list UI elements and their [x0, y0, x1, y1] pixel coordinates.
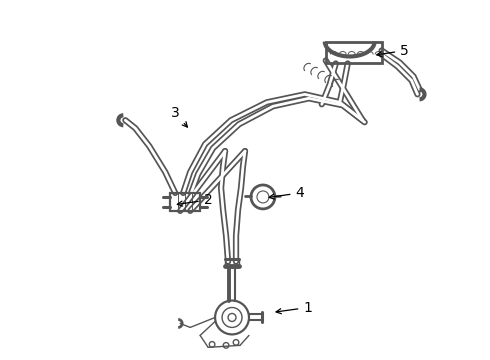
Text: 1: 1	[276, 301, 312, 315]
Text: 2: 2	[177, 193, 213, 207]
Text: 5: 5	[377, 44, 409, 58]
Text: 3: 3	[171, 106, 187, 127]
Text: 4: 4	[269, 186, 304, 200]
